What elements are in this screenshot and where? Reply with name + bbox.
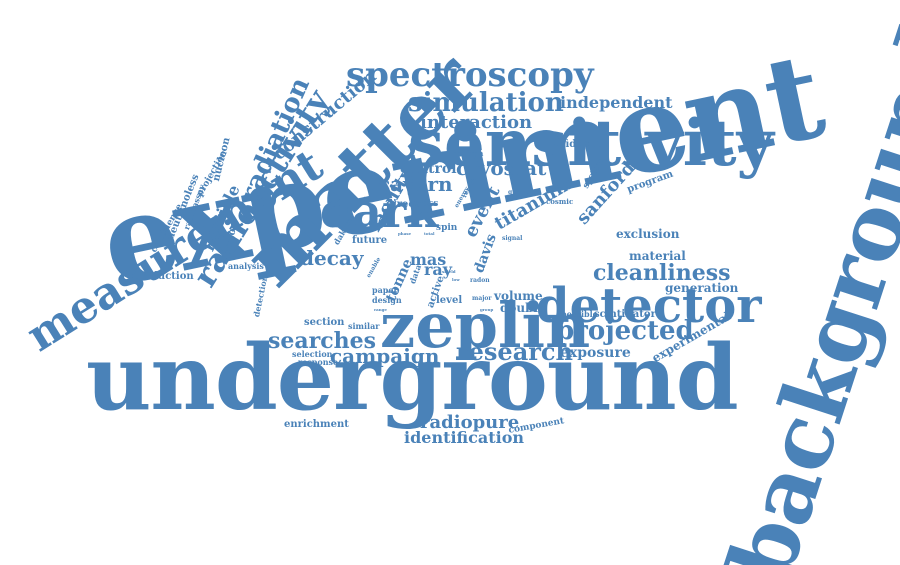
word-production: production xyxy=(132,272,194,282)
word-low: low xyxy=(452,278,460,282)
word-generation: generation xyxy=(665,282,738,294)
word-used: used xyxy=(554,186,565,190)
word-group: group xyxy=(480,308,493,312)
word-range: range xyxy=(374,308,387,312)
word-future: future xyxy=(352,236,387,246)
word-level: level xyxy=(436,296,462,306)
word-major: major xyxy=(472,296,492,302)
word-cryostat: cryostat xyxy=(456,158,546,178)
word-time: time xyxy=(480,318,490,322)
word-quality: quality xyxy=(508,190,531,196)
word-enrichment: enrichment xyxy=(284,420,349,430)
word-material: material xyxy=(629,250,686,262)
word-response: response xyxy=(298,358,338,366)
word-fiducial: fiducial xyxy=(562,140,604,150)
word-identification: identification xyxy=(404,430,524,446)
word-signal: signal xyxy=(502,236,522,242)
word-double: double xyxy=(500,302,546,314)
word-research: research xyxy=(456,340,573,364)
word-design: design xyxy=(372,296,402,304)
word-similar: similar xyxy=(348,322,379,330)
word-exposure: exposure xyxy=(560,346,631,360)
word-cross: cross xyxy=(412,200,438,209)
word-radon: radon xyxy=(470,278,490,284)
word-lower: lower xyxy=(386,290,398,294)
word-spectroscopy: spectroscopy xyxy=(346,58,594,92)
word-shield: shield xyxy=(442,270,456,274)
word-scintillator: scintillator xyxy=(594,310,656,320)
word-decay: decay xyxy=(300,248,363,268)
word-campaign: campaign xyxy=(330,346,439,366)
word-analysis: analysis xyxy=(228,262,264,270)
word-exclusion: exclusion xyxy=(616,228,679,240)
word-section: section xyxy=(304,318,344,328)
word-independent: independent xyxy=(560,95,672,111)
word-cosmic: cosmic xyxy=(546,198,573,205)
word-possible: possible xyxy=(561,310,598,318)
word-interaction: interaction xyxy=(420,114,532,132)
word-phase: phase xyxy=(398,232,411,236)
word-neutron: neutron xyxy=(452,150,483,157)
word-total: total xyxy=(424,232,434,236)
word-spin: spin xyxy=(436,224,457,233)
